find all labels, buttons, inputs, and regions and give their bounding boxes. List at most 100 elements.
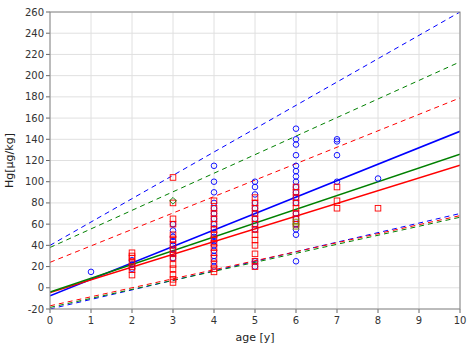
y-axis-label: Hg[µg/kg] xyxy=(3,133,16,188)
point xyxy=(252,200,258,206)
tick-mark xyxy=(46,12,50,13)
point xyxy=(293,184,299,190)
point xyxy=(129,257,135,263)
point xyxy=(211,245,217,251)
tick-mark xyxy=(214,309,215,313)
tick-mark xyxy=(46,245,50,246)
grid-line xyxy=(50,181,460,182)
grid-line xyxy=(50,245,460,246)
point xyxy=(170,200,176,206)
point xyxy=(293,152,299,158)
tick-label: 3 xyxy=(170,315,176,326)
point xyxy=(252,221,258,227)
confidence-line xyxy=(50,214,460,309)
point xyxy=(293,211,299,217)
tick-label: 180 xyxy=(25,91,44,102)
point xyxy=(293,232,299,238)
point xyxy=(170,251,176,257)
point xyxy=(211,216,217,222)
point xyxy=(252,205,258,211)
tick-mark xyxy=(378,309,379,313)
tick-label: 4 xyxy=(211,315,217,326)
regression-line xyxy=(50,165,460,292)
point xyxy=(211,266,217,272)
tick-label: 5 xyxy=(252,315,258,326)
point xyxy=(170,216,176,222)
point xyxy=(211,216,217,222)
point xyxy=(170,236,176,242)
point xyxy=(170,197,177,204)
point xyxy=(170,272,176,278)
point xyxy=(293,168,299,174)
point xyxy=(170,234,176,240)
point xyxy=(293,223,299,229)
point xyxy=(170,255,176,261)
point xyxy=(170,266,176,272)
grid-line xyxy=(50,54,460,55)
point xyxy=(293,205,299,211)
tick-label: 260 xyxy=(25,7,44,18)
point xyxy=(129,250,135,256)
regression-line xyxy=(50,154,460,292)
point xyxy=(211,262,217,268)
point xyxy=(252,184,258,190)
grid-line xyxy=(50,139,460,140)
confidence-line xyxy=(50,12,460,245)
tick-label: 80 xyxy=(31,197,44,208)
tick-label: 20 xyxy=(31,261,44,272)
point xyxy=(211,163,217,169)
regression-line xyxy=(50,131,460,295)
point xyxy=(211,236,217,242)
tick-mark xyxy=(46,96,50,97)
point xyxy=(170,175,176,181)
tick-mark xyxy=(460,309,461,313)
point xyxy=(129,260,135,266)
tick-mark xyxy=(46,202,50,203)
plot-area xyxy=(50,12,460,309)
point xyxy=(170,221,176,227)
plot-frame xyxy=(50,12,460,309)
point xyxy=(293,179,299,185)
tick-label: 220 xyxy=(25,49,44,60)
point xyxy=(293,136,299,142)
point xyxy=(334,198,340,204)
point xyxy=(375,205,381,211)
tick-mark xyxy=(296,309,297,313)
point xyxy=(293,195,299,201)
point xyxy=(211,211,217,217)
point xyxy=(211,190,217,196)
point xyxy=(252,179,258,185)
point xyxy=(252,258,258,264)
point xyxy=(252,195,258,201)
point xyxy=(129,272,135,278)
point xyxy=(293,174,299,180)
tick-label: 2 xyxy=(129,315,135,326)
tick-mark xyxy=(46,139,50,140)
point xyxy=(252,221,258,227)
tick-label: 40 xyxy=(31,240,44,251)
tick-label: 10 xyxy=(454,315,467,326)
tick-mark xyxy=(255,309,256,313)
point xyxy=(211,227,217,233)
chart: 012345678910-200204060801001201401601802… xyxy=(0,0,474,349)
tick-label: 6 xyxy=(293,315,299,326)
tick-mark xyxy=(419,309,420,313)
point xyxy=(293,184,299,190)
point xyxy=(211,240,217,246)
tick-label: 60 xyxy=(31,219,44,230)
point xyxy=(211,211,217,217)
point xyxy=(252,243,258,249)
tick-label: 9 xyxy=(416,315,422,326)
tick-label: 200 xyxy=(25,70,44,81)
scatter-series xyxy=(88,126,381,275)
tick-mark xyxy=(46,287,50,288)
scatter-series xyxy=(170,197,177,204)
point xyxy=(211,221,217,227)
point xyxy=(252,264,258,270)
x-axis-label: age [y] xyxy=(235,331,274,344)
point xyxy=(170,232,176,238)
point xyxy=(334,152,340,158)
tick-mark xyxy=(46,54,50,55)
tick-mark xyxy=(46,160,50,161)
point xyxy=(129,264,135,270)
